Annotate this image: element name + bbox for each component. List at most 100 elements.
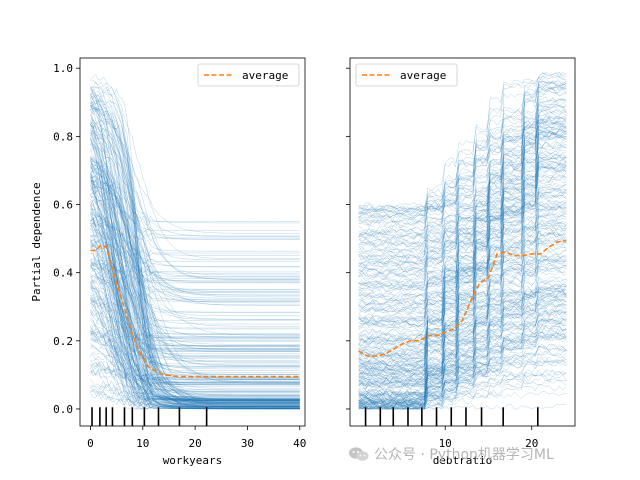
ice-line bbox=[90, 162, 300, 237]
ice-line bbox=[90, 385, 300, 410]
ice-line bbox=[358, 248, 567, 323]
ice-line bbox=[90, 209, 300, 268]
ice-line bbox=[358, 335, 567, 380]
ice-line bbox=[358, 238, 567, 292]
ice-line bbox=[358, 98, 567, 220]
ice-line bbox=[358, 154, 567, 273]
ice-line bbox=[90, 369, 300, 399]
ice-line bbox=[90, 240, 300, 410]
ice-line bbox=[90, 258, 300, 338]
ice-line bbox=[358, 301, 567, 315]
ice-line bbox=[358, 170, 567, 247]
ice-line bbox=[358, 320, 567, 387]
ice-line bbox=[90, 157, 300, 226]
ice-line bbox=[358, 84, 567, 267]
ice-line bbox=[358, 378, 567, 390]
ice-line bbox=[90, 172, 300, 401]
ice-line bbox=[90, 104, 300, 406]
rug-left bbox=[91, 407, 208, 426]
ice-line bbox=[358, 238, 567, 388]
ice-line bbox=[90, 337, 300, 410]
ice-line bbox=[90, 360, 300, 408]
ice-line bbox=[90, 343, 300, 401]
ice-line bbox=[90, 74, 300, 402]
ice-line bbox=[90, 298, 300, 406]
ice-line bbox=[90, 284, 300, 407]
ice-line bbox=[358, 265, 567, 341]
ice-line bbox=[90, 244, 300, 302]
ice-line bbox=[90, 283, 300, 383]
x-tick-label: 30 bbox=[241, 437, 254, 450]
ice-line bbox=[358, 255, 567, 271]
ice-line bbox=[90, 181, 300, 402]
ice-line bbox=[358, 187, 567, 364]
ice-line bbox=[358, 144, 567, 359]
ice-line bbox=[90, 136, 300, 407]
ice-line bbox=[90, 93, 300, 407]
ice-line bbox=[90, 238, 300, 408]
ice-line bbox=[90, 121, 300, 335]
ice-line bbox=[90, 219, 300, 306]
ice-line bbox=[90, 94, 300, 315]
legend-left: average bbox=[197, 63, 300, 87]
ice-line bbox=[358, 337, 567, 404]
ice-line bbox=[90, 363, 300, 385]
ice-line bbox=[358, 303, 567, 340]
ice-line bbox=[90, 148, 300, 400]
ice-line bbox=[90, 159, 300, 287]
ice-line bbox=[358, 188, 567, 366]
ice-line bbox=[358, 162, 567, 397]
ice-line bbox=[90, 386, 300, 410]
ice-line bbox=[90, 160, 300, 348]
y-axis-label: Partial dependence bbox=[30, 182, 43, 301]
ice-line bbox=[90, 331, 300, 383]
ice-line bbox=[358, 275, 567, 363]
ice-line bbox=[90, 224, 300, 258]
ice-line bbox=[358, 224, 567, 236]
ice-line bbox=[358, 309, 567, 374]
ice-line bbox=[358, 187, 567, 329]
ice-line bbox=[90, 211, 300, 282]
ice-line bbox=[358, 230, 567, 269]
ice-line bbox=[90, 317, 300, 403]
ice-line bbox=[358, 331, 567, 352]
ice-line bbox=[90, 252, 300, 356]
ice-line bbox=[358, 128, 567, 370]
ice-line bbox=[358, 319, 567, 386]
ice-line bbox=[90, 332, 300, 400]
ice-line bbox=[358, 154, 567, 349]
y-ticks-left: 0.0 0.2 0.4 0.6 0.8 1.0 bbox=[53, 62, 80, 416]
ice-line bbox=[90, 327, 300, 409]
y-tick-label: 0.6 bbox=[53, 199, 73, 212]
ice-line bbox=[358, 296, 567, 330]
ice-line bbox=[358, 307, 567, 391]
legend-right: average bbox=[355, 63, 458, 87]
ice-line bbox=[358, 160, 567, 407]
ice-line bbox=[90, 104, 300, 408]
ice-line bbox=[90, 302, 300, 409]
plot-frame-left bbox=[79, 57, 306, 427]
ice-line bbox=[358, 310, 567, 341]
ice-line bbox=[90, 172, 300, 252]
ice-line bbox=[90, 285, 300, 386]
panel-workyears: 0 10 20 30 40 0.0 0.2 0.4 0.6 0.8 1.0 workyears P… bbox=[30, 57, 306, 467]
ice-line bbox=[90, 276, 300, 360]
ice-line bbox=[358, 284, 567, 400]
ice-line bbox=[90, 101, 300, 306]
ice-line bbox=[90, 281, 300, 342]
ice-line bbox=[358, 265, 567, 275]
ice-line bbox=[90, 243, 300, 370]
ice-line bbox=[358, 122, 567, 238]
ice-line bbox=[90, 184, 300, 260]
ice-line bbox=[358, 199, 567, 282]
ice-line bbox=[90, 201, 300, 409]
ice-line bbox=[358, 356, 567, 405]
ice-line bbox=[90, 360, 300, 387]
ice-line bbox=[358, 104, 567, 228]
ice-line bbox=[90, 330, 300, 409]
ice-line bbox=[358, 125, 567, 278]
ice-line bbox=[90, 81, 300, 396]
ice-line bbox=[358, 201, 567, 223]
ice-line bbox=[90, 133, 300, 299]
ice-line bbox=[90, 134, 300, 257]
